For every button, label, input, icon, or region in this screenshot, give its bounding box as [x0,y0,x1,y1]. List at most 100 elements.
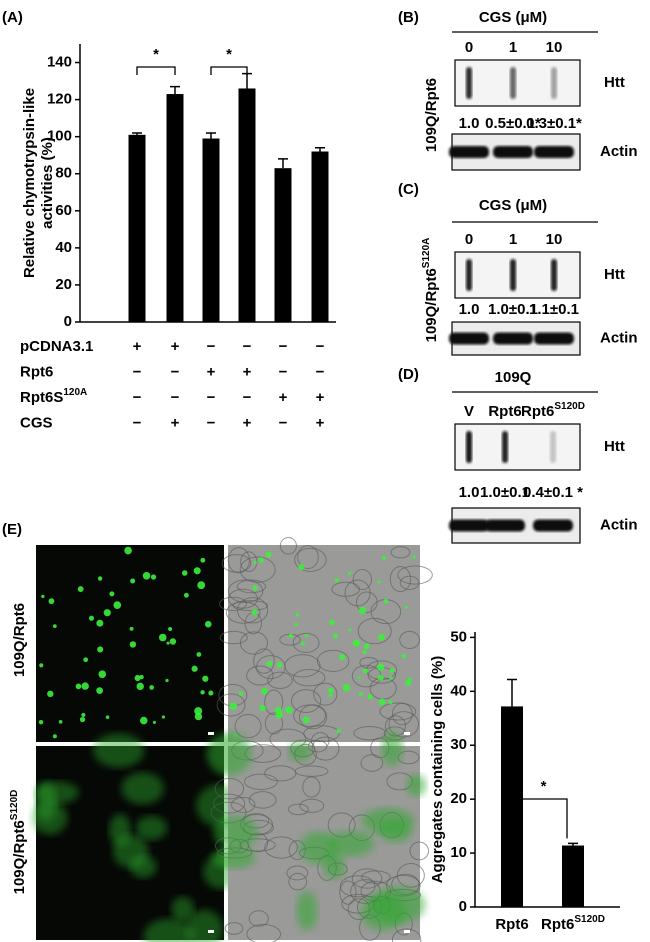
error-bar [242,72,252,89]
lane-label: V [464,403,474,420]
bar [202,138,220,322]
aggregate [105,715,110,720]
aggregate [404,605,408,609]
micrograph-row-label-sup: S120D [9,790,20,821]
quantification: 0.5±0.1* [485,115,541,132]
y-axis-label: Aggregates containing cells (%) [429,656,446,884]
cell [214,777,245,800]
x-tick-label: Rpt6 [495,916,528,933]
aggregate [52,624,57,628]
cell [360,754,384,772]
diffuse-signal [121,772,164,805]
error-bar [315,147,325,152]
y-tick-label: 40 [55,239,72,256]
aggregate [401,653,407,659]
aggregate [142,571,151,580]
cell [399,630,420,650]
y-tick-label: 140 [47,54,72,71]
panel-label: (A) [2,9,23,26]
actin-band [485,519,525,532]
cell [216,693,246,717]
cell [264,689,284,716]
diffuse-signal [135,815,168,840]
diffuse-signal [143,918,194,942]
aggregate [294,622,299,627]
aggregate [275,711,283,719]
aggregate [88,615,95,621]
aggregate [348,628,352,632]
cell [357,617,392,645]
actin-band [534,146,574,158]
aggregate [149,685,154,690]
condition-mark: − [316,338,325,355]
aggregate [169,638,177,645]
aggregate [140,716,148,725]
scale-bar [208,732,214,735]
cell [294,765,329,777]
cell [299,798,325,813]
lane-label-base: 10 [546,231,563,248]
lane-label-base: 10 [546,39,563,56]
aggregate [347,571,352,576]
aggregate [285,706,293,714]
lane-label-base: 1 [509,231,517,248]
micrograph-row-label: 109Q/Rpt6 [11,603,28,677]
scale-bar [404,732,410,735]
aggregate [342,683,351,692]
x-tick-label-base: Rpt6 [541,916,574,933]
aggregate [165,678,169,683]
condition-mark: + [207,363,216,380]
scale-bar [404,930,410,933]
cell [359,656,379,669]
lane-label-base: 0 [465,39,473,56]
aggregate [258,557,264,563]
aggregate [332,633,338,639]
panel-label: (D) [398,366,419,383]
aggregate [383,599,389,604]
aggregate [328,693,333,698]
aggregate [196,652,202,657]
aggregate [295,612,300,617]
aggregate [252,585,258,591]
aggregate [378,698,386,706]
bar [311,151,329,322]
condition-mark: − [207,389,216,406]
quantification: 1.1±0.1 [529,301,579,318]
cell [213,793,246,814]
quantification: 0.4±0.1 * [523,484,583,501]
blot-frame [454,423,581,471]
lane-label-base: 0 [465,231,473,248]
condition-mark: − [133,414,142,431]
cell [264,765,297,782]
y-tick-label: 0 [459,898,467,915]
quantification: 0.3±0.1* [526,115,582,132]
diffuse-signal [211,847,256,869]
cell [316,649,350,672]
cell [397,565,433,585]
error-bar [132,132,142,135]
cell [389,565,412,593]
cell [351,868,383,889]
diffuse-signal [371,886,426,924]
condition-mark: − [207,338,216,355]
lane-label: 10 [546,39,563,56]
cell [390,546,411,559]
cell [292,632,320,653]
cell [353,726,387,741]
lane-label: 1 [509,39,517,56]
aggregate [194,707,203,716]
condition-name: CGS [20,414,53,431]
blot-frame [454,251,581,299]
aggregate [336,728,341,734]
cell [313,682,338,706]
aggregate [352,639,361,647]
aggregate [97,646,104,653]
condition-name-sup: 120A [63,387,87,398]
cell [297,545,319,570]
diffuse-signal [328,830,375,857]
diffuse-signal [299,831,339,865]
aggregate [200,690,205,695]
cell [225,601,261,624]
blot-header: CGS (μM) [479,9,547,26]
